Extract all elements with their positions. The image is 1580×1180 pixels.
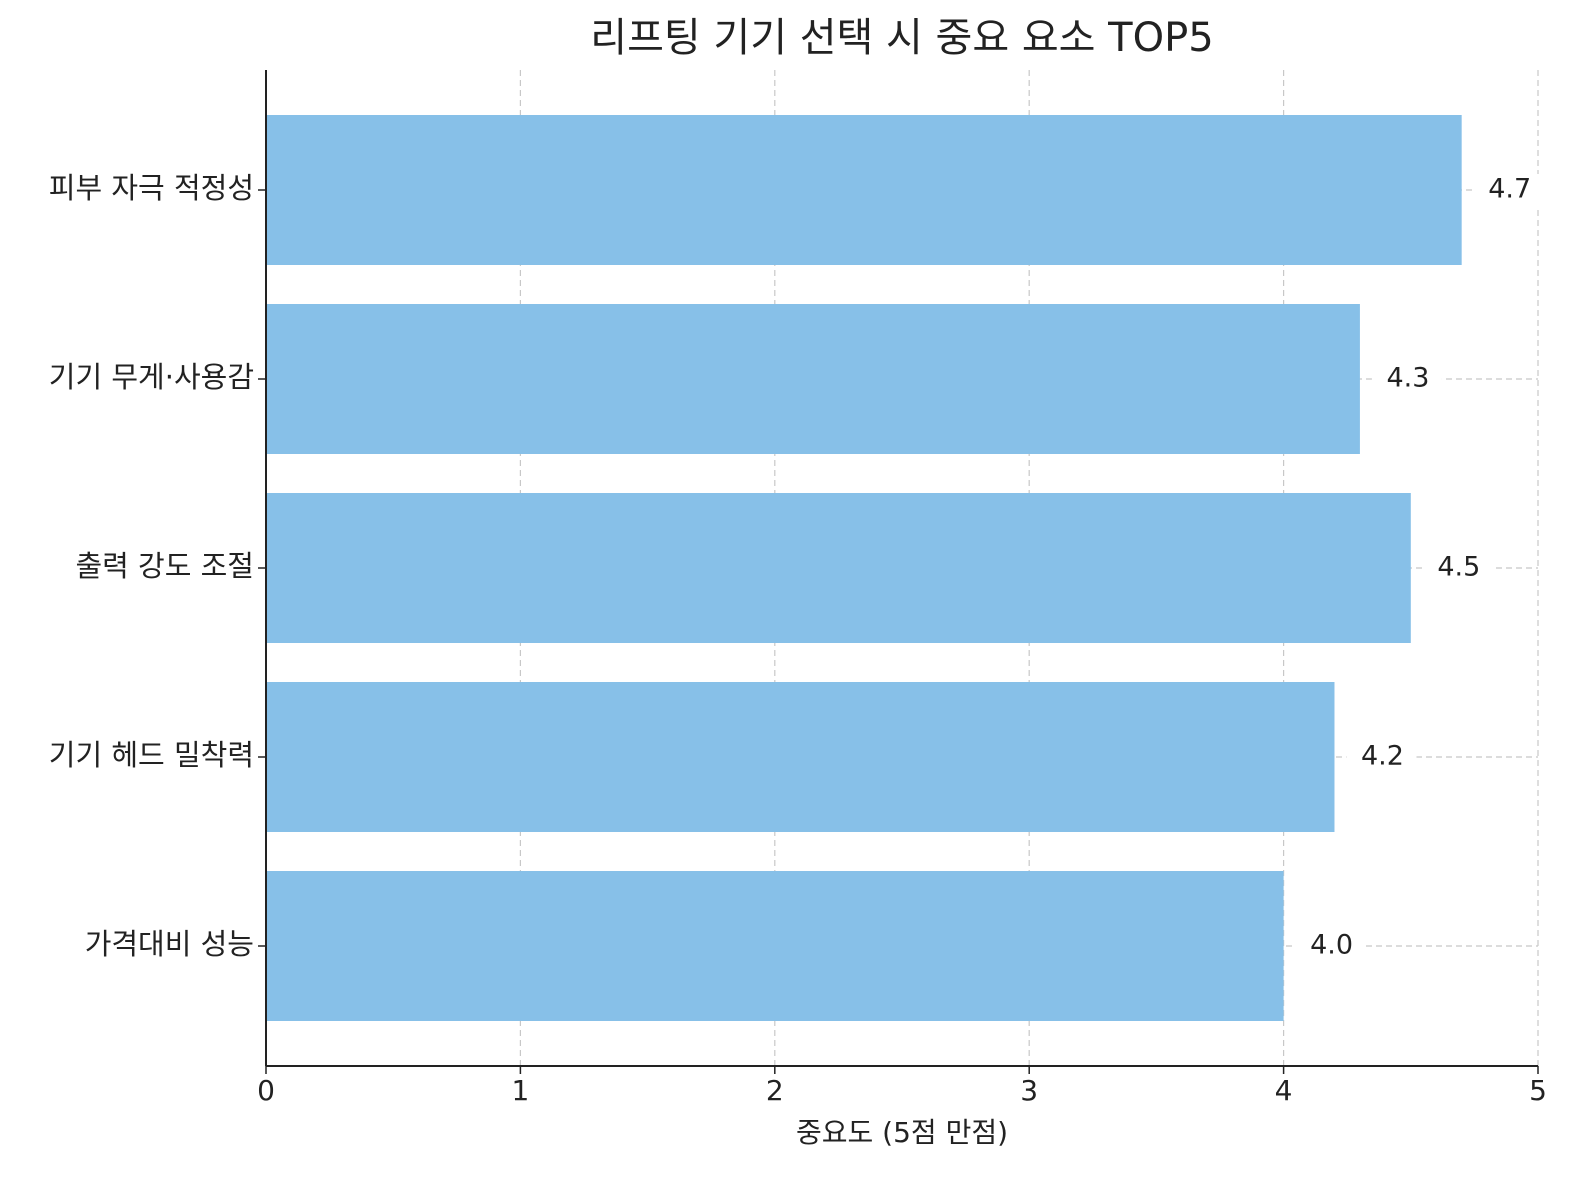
x-axis-label: 중요도 (5점 만점) xyxy=(796,1116,1008,1149)
x-tick-label: 4 xyxy=(1275,1074,1293,1107)
y-tick-label: 기기 무게·사용감 xyxy=(49,360,254,394)
x-tick-label: 1 xyxy=(511,1074,529,1107)
bar xyxy=(266,871,1284,1021)
y-tick-label: 출력 강도 조절 xyxy=(75,549,254,583)
chart-title: 리프팅 기기 선택 시 중요 요소 TOP5 xyxy=(590,15,1213,61)
x-tick-label: 0 xyxy=(257,1074,275,1107)
value-label: 4.3 xyxy=(1386,363,1429,394)
bar xyxy=(266,115,1462,265)
y-tick-label: 기기 헤드 밀착력 xyxy=(49,738,254,772)
bar xyxy=(266,493,1411,643)
label-bg xyxy=(1371,363,1442,395)
label-bg xyxy=(1295,930,1366,962)
x-tick-label: 5 xyxy=(1529,1074,1547,1107)
value-label: 4.5 xyxy=(1437,552,1480,583)
value-label: 4.0 xyxy=(1310,930,1353,961)
x-tick-label: 3 xyxy=(1020,1074,1038,1107)
value-label: 4.7 xyxy=(1488,174,1531,205)
value-label: 4.2 xyxy=(1361,741,1404,772)
bar xyxy=(266,304,1360,454)
x-tick-label: 2 xyxy=(766,1074,784,1107)
label-bg xyxy=(1422,552,1493,584)
y-tick-label: 피부 자극 적정성 xyxy=(49,171,254,205)
label-bg xyxy=(1346,741,1417,773)
y-tick-label: 가격대비 성능 xyxy=(85,927,254,961)
label-bg xyxy=(1473,174,1544,206)
bar xyxy=(266,682,1335,832)
